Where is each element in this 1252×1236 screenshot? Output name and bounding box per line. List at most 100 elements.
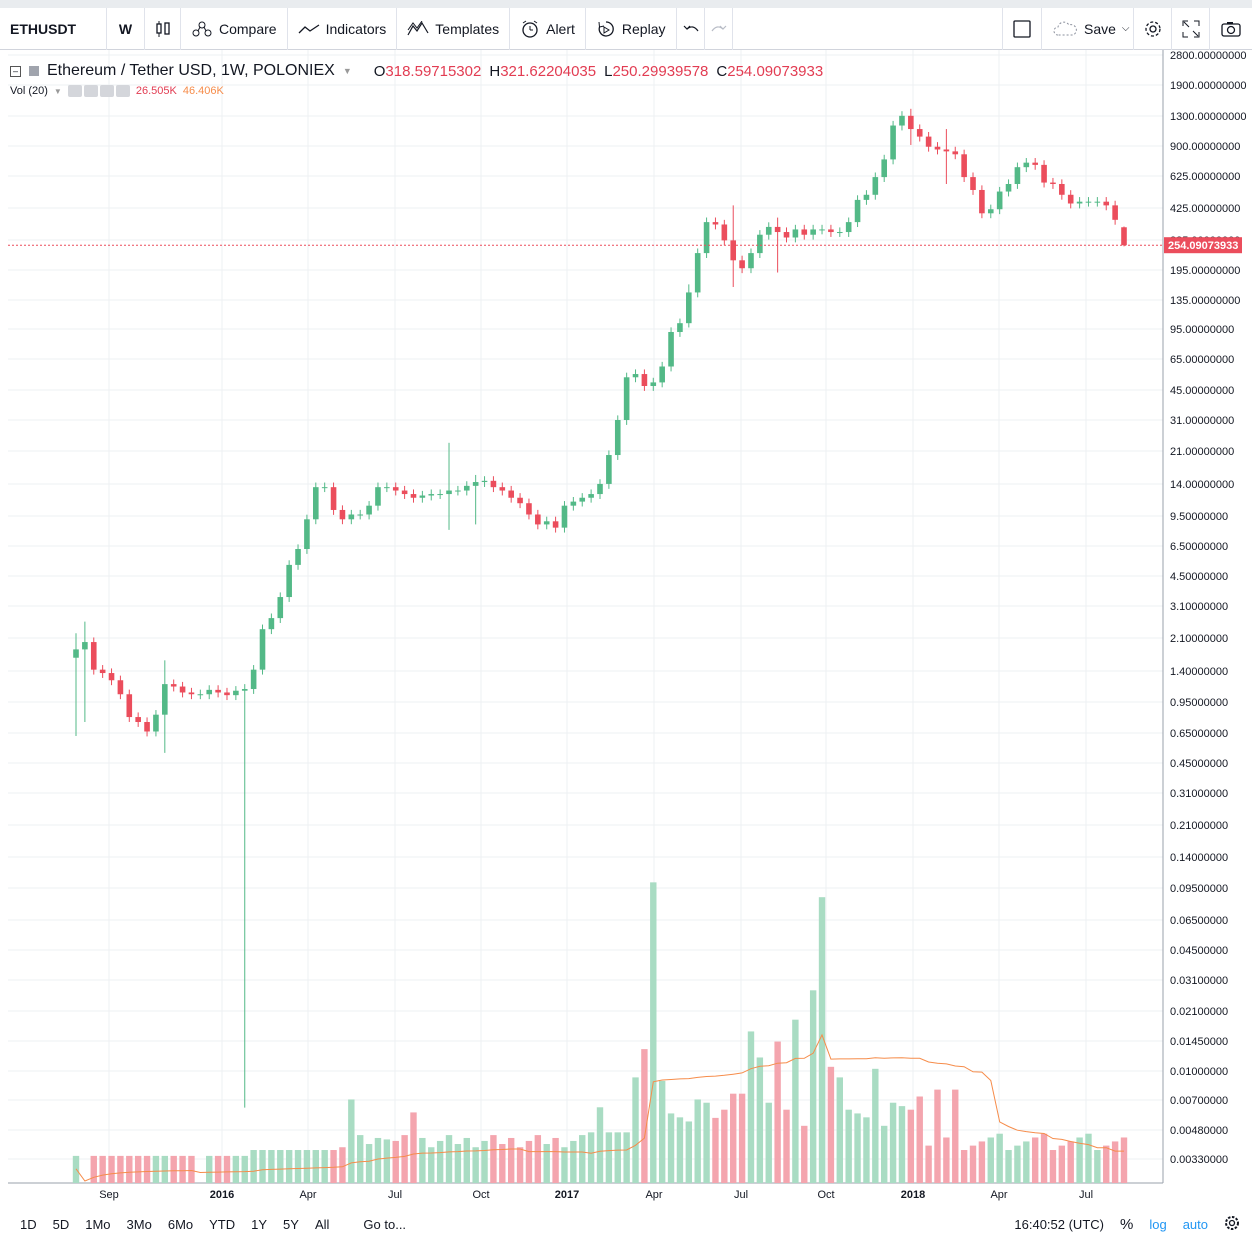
volume-bar xyxy=(605,1132,613,1183)
volume-bar xyxy=(152,1155,160,1183)
volume-bar xyxy=(1031,1137,1039,1183)
range-all[interactable]: All xyxy=(314,1216,330,1232)
last-price-label: 254.09073933 xyxy=(1168,240,1238,252)
range-3mo[interactable]: 3Mo xyxy=(126,1216,152,1232)
candle-body xyxy=(1059,183,1065,195)
volume-bar xyxy=(1111,1141,1119,1183)
layout-button[interactable] xyxy=(1002,7,1042,50)
chart-style-button[interactable] xyxy=(145,7,181,50)
series-title[interactable]: Ethereum / Tether USD, 1W, POLONIEX xyxy=(47,62,335,79)
candle xyxy=(384,482,390,493)
volume-legend: Vol (20) ▼ 26.505K 46.406K xyxy=(10,85,224,97)
candle-body xyxy=(774,226,781,233)
compare-button[interactable]: Compare xyxy=(181,7,288,50)
volume-label[interactable]: Vol (20) xyxy=(10,85,48,97)
volume-bar xyxy=(259,1150,266,1183)
collapse-legend-icon[interactable]: – xyxy=(10,65,21,77)
volume-bar xyxy=(277,1150,284,1183)
candle-body xyxy=(952,151,959,155)
volume-bar xyxy=(419,1137,426,1183)
candle xyxy=(908,108,914,145)
templates-button[interactable]: Templates xyxy=(397,7,511,50)
high-number: 321.62204035 xyxy=(500,62,597,80)
price-tick-label: 0.00480000 xyxy=(1170,1125,1228,1137)
candle xyxy=(535,509,541,530)
settings-button[interactable] xyxy=(1134,7,1172,50)
candle xyxy=(490,476,497,493)
candle xyxy=(925,131,932,152)
indicators-button[interactable]: Indicators xyxy=(288,7,398,50)
candle-body xyxy=(197,694,204,696)
replay-button[interactable]: Replay xyxy=(586,7,677,50)
close-small-icon[interactable] xyxy=(115,85,130,97)
price-tick-label: 425.00000000 xyxy=(1170,203,1240,215)
range-1y[interactable]: 1Y xyxy=(251,1216,268,1232)
candle xyxy=(1059,179,1065,200)
range-5y[interactable]: 5Y xyxy=(283,1216,299,1232)
volume-bar xyxy=(907,1109,915,1183)
candle xyxy=(863,190,870,205)
candle xyxy=(712,217,719,230)
range-ytd[interactable]: YTD xyxy=(209,1216,236,1232)
auto-toggle[interactable]: auto xyxy=(1182,1216,1208,1232)
candle xyxy=(499,482,506,496)
high-label: H xyxy=(489,62,501,80)
volume-bar xyxy=(952,1089,959,1183)
candle xyxy=(845,217,852,237)
price-tick-label: 6.50000000 xyxy=(1170,541,1228,553)
range-6mo[interactable]: 6Mo xyxy=(167,1216,194,1232)
volume-menu-icon[interactable]: ▼ xyxy=(53,86,62,96)
volume-bar xyxy=(1014,1145,1021,1183)
volume-bar xyxy=(472,1147,479,1183)
range-1mo[interactable]: 1Mo xyxy=(85,1216,111,1232)
symbol-search[interactable]: ETHUSDT xyxy=(0,7,107,50)
volume-bar xyxy=(747,1031,755,1183)
volume-bar xyxy=(623,1132,630,1183)
candle xyxy=(1121,226,1127,247)
candle xyxy=(526,498,532,520)
volume-bar xyxy=(614,1132,621,1183)
series-menu-icon[interactable]: ▼ xyxy=(342,66,352,76)
candle-body xyxy=(250,669,257,690)
volume-bar xyxy=(561,1147,568,1183)
candle xyxy=(153,710,159,737)
price-tick-label: 0.00330000 xyxy=(1170,1154,1228,1166)
range-5d[interactable]: 5D xyxy=(52,1216,70,1232)
snapshot-button[interactable] xyxy=(1210,8,1252,50)
clock-time[interactable]: 16:40:52 (UTC) xyxy=(1014,1216,1104,1232)
open-number: 318.59715302 xyxy=(385,62,482,80)
alert-button[interactable]: Alert xyxy=(510,7,586,50)
price-tick-label: 0.14000000 xyxy=(1170,852,1228,864)
price-tick-label: 2.10000000 xyxy=(1170,633,1228,645)
percent-toggle[interactable]: % xyxy=(1119,1215,1134,1233)
volume-bar xyxy=(969,1145,977,1183)
volume-bar xyxy=(934,1089,941,1183)
window-top-strip xyxy=(0,0,1252,8)
redo-button[interactable] xyxy=(705,7,733,50)
eye-icon[interactable] xyxy=(67,85,82,97)
candle xyxy=(277,592,284,624)
candle-body xyxy=(339,509,346,520)
price-tick-label: 1.40000000 xyxy=(1170,666,1228,678)
interval-button[interactable]: W xyxy=(107,7,145,50)
candle-body xyxy=(579,497,586,502)
candle-body xyxy=(1005,183,1012,192)
gear-icon[interactable] xyxy=(1224,1215,1240,1234)
goto-button[interactable]: Go to... xyxy=(363,1216,407,1232)
log-toggle[interactable]: log xyxy=(1149,1216,1167,1232)
redo-icon xyxy=(711,23,727,35)
settings-small-icon[interactable] xyxy=(83,85,98,97)
add-icon[interactable] xyxy=(99,85,114,97)
price-tick-label: 0.03100000 xyxy=(1170,975,1228,987)
candle xyxy=(916,124,923,142)
undo-button[interactable] xyxy=(677,7,705,50)
candle-body xyxy=(623,377,630,421)
candle-body xyxy=(1041,164,1047,183)
candle xyxy=(215,685,221,698)
candle xyxy=(703,217,710,258)
save-button[interactable]: Save ⌵ xyxy=(1042,7,1134,50)
price-chart[interactable]: 2800.00000000 1900.00000000 1300.00000000 9… xyxy=(0,50,1252,1212)
candle xyxy=(348,509,355,525)
range-1d[interactable]: 1D xyxy=(20,1216,37,1232)
fullscreen-button[interactable] xyxy=(1172,7,1210,50)
